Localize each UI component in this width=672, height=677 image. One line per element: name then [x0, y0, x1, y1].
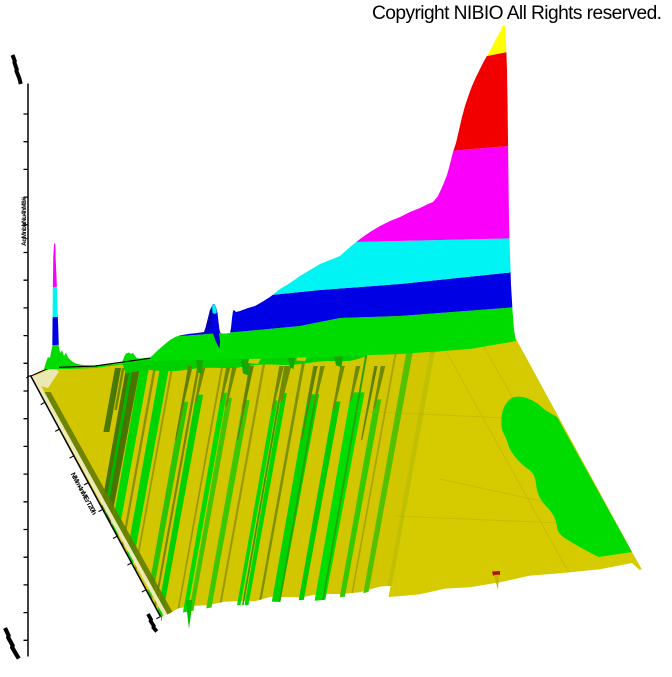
svg-text:AqMnbhNu4hM8#: AqMnbhNu4hM8#	[21, 197, 28, 246]
svg-text:Copyright NIBIO All Rights res: Copyright NIBIO All Rights reserved.	[372, 3, 662, 24]
